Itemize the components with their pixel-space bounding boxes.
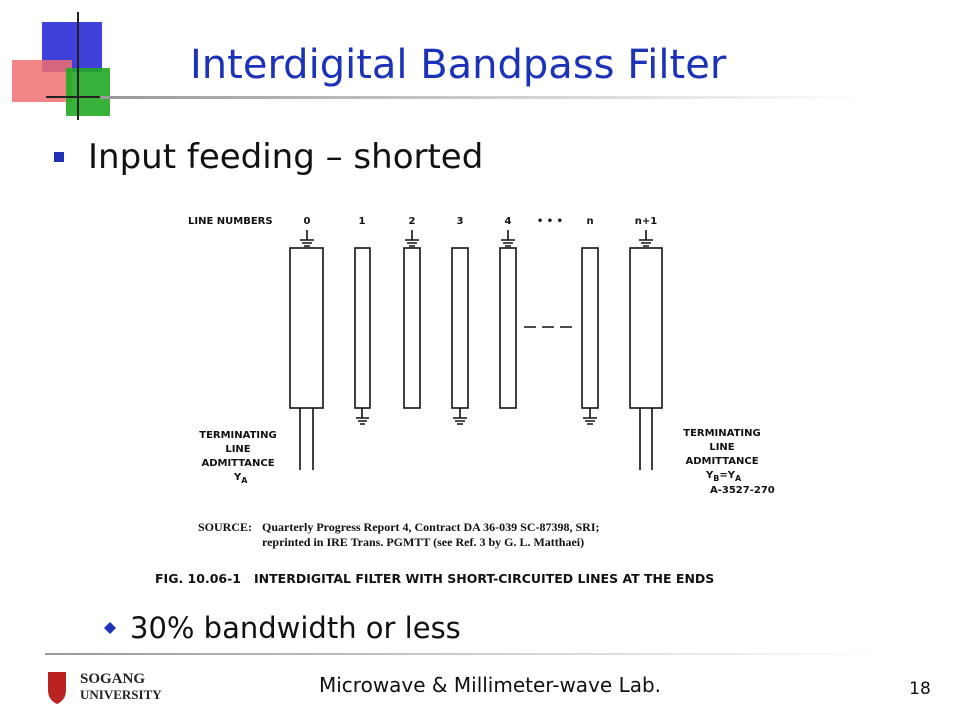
logo-text: SOGANG: [80, 671, 145, 687]
line-number: 4: [505, 216, 512, 227]
symbol: Y: [233, 472, 242, 483]
bullet-text: Input feeding – shorted: [88, 137, 483, 177]
termination-label: TERMINATING: [199, 430, 276, 441]
page-number: 18: [909, 679, 931, 699]
bullet-text: 30% bandwidth or less: [130, 611, 461, 645]
subscript: A: [241, 476, 248, 485]
filter-figure: LINE NUMBERS 0 1 2 3 4 • • • n n+1: [155, 216, 775, 586]
bullet-marker: [54, 152, 64, 162]
line-number: 3: [457, 216, 464, 227]
footer-lab: Microwave & Millimeter-wave Lab.: [319, 673, 661, 697]
subscript: A: [735, 474, 742, 483]
subscript: B: [713, 474, 719, 483]
termination-label: LINE: [225, 444, 250, 455]
line-number: n+1: [635, 216, 657, 227]
line-number: n: [586, 216, 593, 227]
sub-bullet-marker: [104, 622, 116, 634]
logo-text: UNIVERSITY: [80, 687, 162, 702]
footer-rule: [45, 653, 885, 655]
source-text: Quarterly Progress Report 4, Contract DA…: [262, 520, 600, 534]
termination-label: TERMINATING: [683, 428, 760, 439]
figure-caption: FIG. 10.06-1 INTERDIGITAL FILTER WITH SH…: [155, 571, 714, 586]
resonators: [289, 230, 663, 470]
logo-shield: [48, 672, 66, 704]
slide-title: Interdigital Bandpass Filter: [190, 42, 727, 88]
figure-code: A-3527-270: [710, 485, 775, 496]
termination-label: ADMITTANCE: [685, 456, 758, 467]
line-number: 2: [409, 216, 416, 227]
figure-label: LINE NUMBERS: [188, 216, 273, 227]
corner-decoration: [12, 12, 870, 120]
equals: =Y: [719, 470, 735, 481]
line-number: 1: [359, 216, 366, 227]
termination-symbol: YA: [233, 472, 248, 485]
line-number: • • •: [537, 216, 563, 227]
source-text: reprinted in IRE Trans. PGMTT (see Ref. …: [262, 535, 584, 549]
termination-label: ADMITTANCE: [201, 458, 274, 469]
source-label: SOURCE:: [198, 520, 252, 534]
line-number: 0: [304, 216, 311, 227]
symbol: Y: [705, 470, 714, 481]
termination-label: LINE: [709, 442, 734, 453]
termination-symbol: YB=YA: [705, 470, 742, 483]
